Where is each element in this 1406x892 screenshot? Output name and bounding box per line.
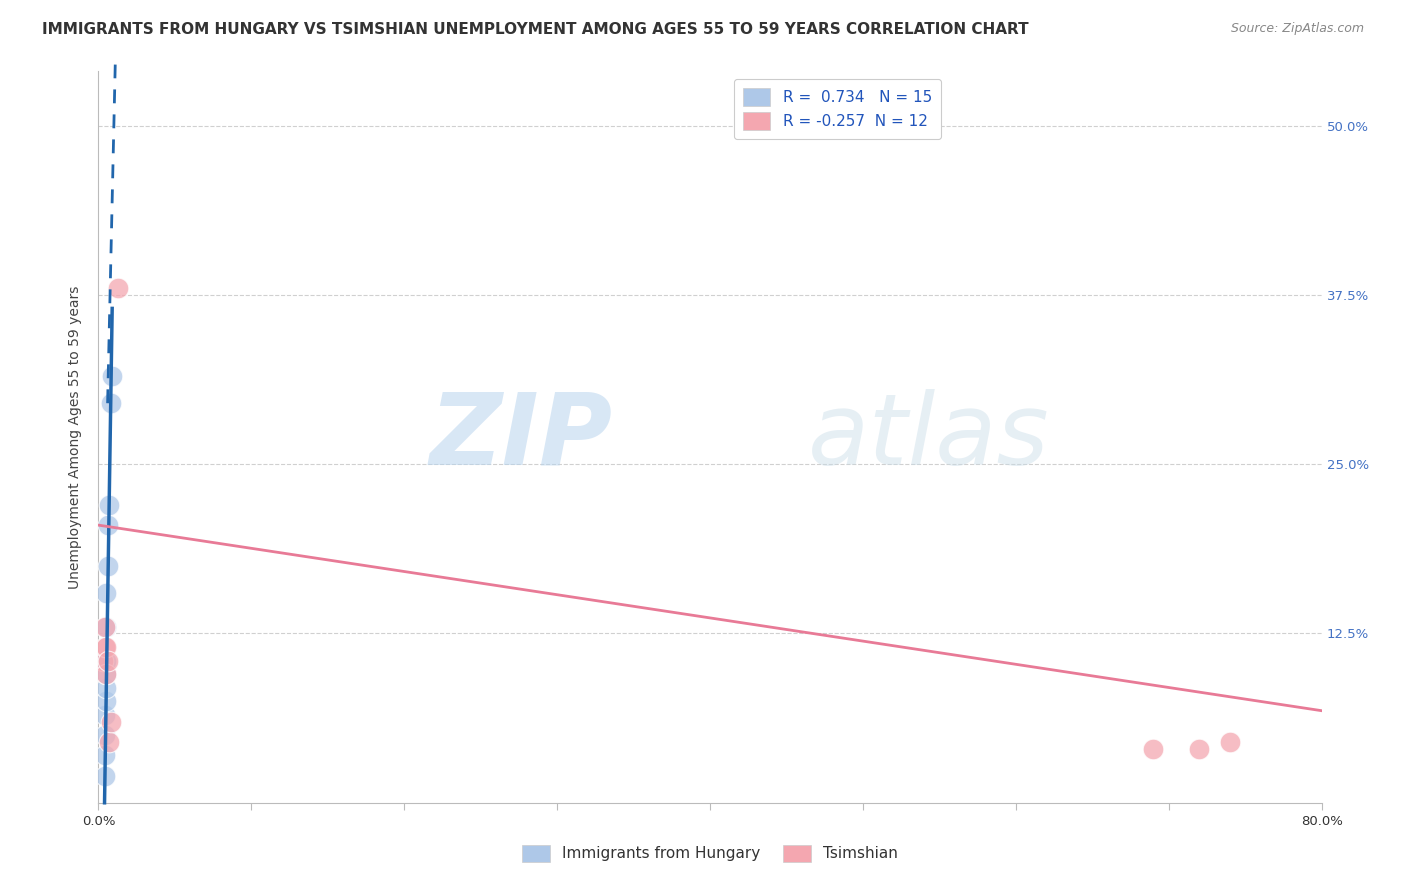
Point: [93, 707, 115, 722]
Point: [94, 667, 117, 681]
Point: [93, 640, 115, 654]
Point: [91, 654, 114, 668]
Legend: Immigrants from Hungary, Tsimshian: Immigrants from Hungary, Tsimshian: [516, 838, 904, 868]
Point: [97, 654, 120, 668]
Point: [93, 769, 115, 783]
Point: [107, 281, 129, 295]
Point: [93, 620, 115, 634]
Point: [97, 558, 120, 573]
Point: [101, 369, 124, 384]
Point: [100, 714, 122, 729]
Point: [1142, 741, 1164, 756]
Point: [1219, 735, 1241, 749]
Point: [100, 396, 122, 410]
Point: [98, 735, 121, 749]
Y-axis label: Unemployment Among Ages 55 to 59 years: Unemployment Among Ages 55 to 59 years: [69, 285, 83, 589]
Text: Source: ZipAtlas.com: Source: ZipAtlas.com: [1230, 22, 1364, 36]
Point: [98, 498, 121, 512]
Point: [94, 667, 117, 681]
Text: ZIP: ZIP: [429, 389, 612, 485]
Point: [1188, 741, 1211, 756]
Text: IMMIGRANTS FROM HUNGARY VS TSIMSHIAN UNEMPLOYMENT AMONG AGES 55 TO 59 YEARS CORR: IMMIGRANTS FROM HUNGARY VS TSIMSHIAN UNE…: [42, 22, 1029, 37]
Point: [93, 728, 115, 742]
Point: [94, 694, 117, 708]
Point: [94, 586, 117, 600]
Point: [94, 681, 117, 695]
Point: [93, 748, 115, 763]
Point: [97, 518, 120, 533]
Point: [94, 654, 117, 668]
Point: [94, 640, 117, 654]
Text: atlas: atlas: [808, 389, 1049, 485]
Point: [94, 620, 117, 634]
